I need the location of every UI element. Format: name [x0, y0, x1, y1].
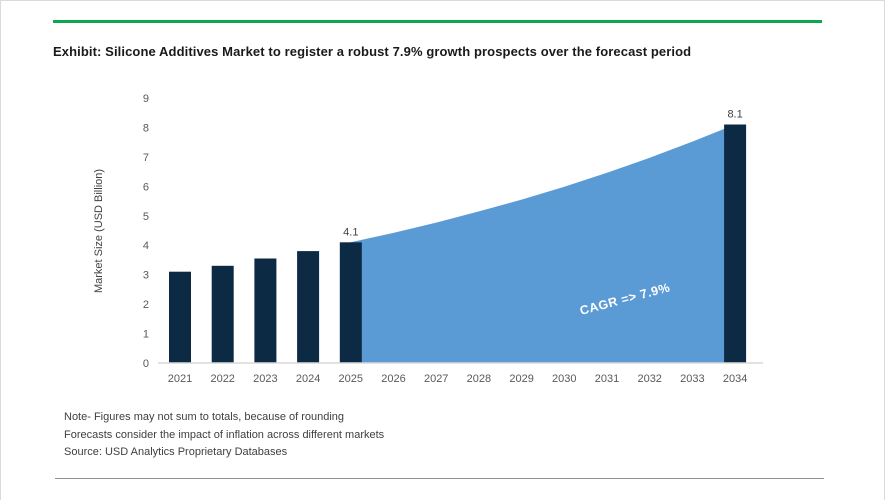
footnotes: Note- Figures may not sum to totals, bec… [64, 409, 384, 462]
y-tick-1: 1 [143, 329, 149, 341]
x-label-2027: 2027 [424, 373, 448, 385]
x-label-2030: 2030 [552, 373, 576, 385]
x-label-2021: 2021 [168, 373, 192, 385]
x-label-2029: 2029 [509, 373, 533, 385]
bar-2025 [339, 242, 362, 363]
y-tick-5: 5 [143, 211, 149, 223]
forecast-area [350, 124, 736, 363]
x-label-2026: 2026 [381, 373, 405, 385]
y-axis-title: Market Size (USD Billion) [93, 169, 105, 293]
x-label-2032: 2032 [637, 373, 661, 385]
bar-2022 [211, 265, 234, 363]
x-label-2033: 2033 [680, 373, 704, 385]
x-label-2022: 2022 [210, 373, 234, 385]
y-tick-9: 9 [143, 93, 149, 105]
bar-2034 [724, 124, 747, 363]
value-label-2025: 4.1 [343, 226, 358, 238]
x-label-2031: 2031 [595, 373, 619, 385]
bar-2024 [297, 251, 320, 363]
footnote-source: Source: USD Analytics Proprietary Databa… [64, 446, 288, 458]
footnote-inflation: Forecasts consider the impact of inflati… [64, 428, 385, 441]
x-label-2023: 2023 [253, 373, 277, 385]
footnote-rounding: Note- Figures may not sum to totals, bec… [64, 411, 345, 423]
x-label-2025: 2025 [339, 373, 363, 385]
y-tick-7: 7 [143, 152, 149, 164]
top-accent-line [53, 20, 822, 23]
y-tick-8: 8 [143, 123, 149, 135]
x-label-2034: 2034 [723, 373, 747, 385]
y-tick-6: 6 [143, 181, 149, 193]
x-label-2024: 2024 [296, 373, 320, 385]
exhibit-title: Exhibit: Silicone Additives Market to re… [53, 44, 692, 59]
y-tick-3: 3 [143, 270, 149, 282]
value-label-2034: 8.1 [727, 109, 742, 121]
bar-2023 [254, 258, 277, 363]
bottom-divider-line [55, 478, 824, 479]
x-label-2028: 2028 [467, 373, 491, 385]
y-tick-4: 4 [143, 240, 149, 252]
bar-2021 [169, 271, 191, 363]
y-tick-0: 0 [143, 358, 149, 370]
y-tick-2: 2 [143, 299, 149, 311]
